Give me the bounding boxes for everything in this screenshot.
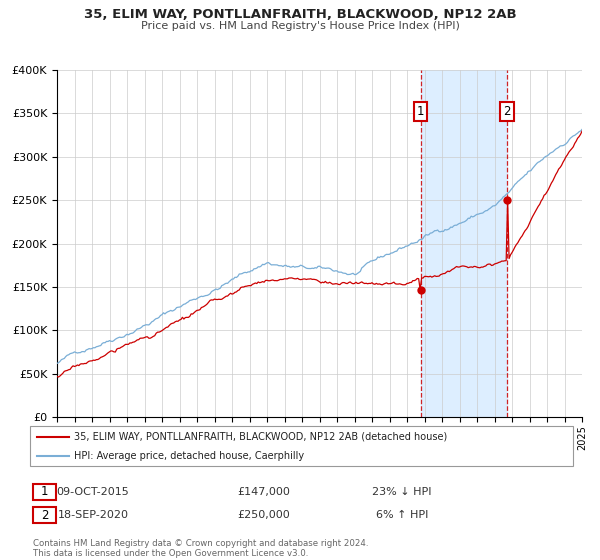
Text: 09-OCT-2015: 09-OCT-2015 xyxy=(56,487,130,497)
Text: 6% ↑ HPI: 6% ↑ HPI xyxy=(376,510,428,520)
Text: Contains HM Land Registry data © Crown copyright and database right 2024.
This d: Contains HM Land Registry data © Crown c… xyxy=(33,539,368,558)
Text: 2: 2 xyxy=(503,105,511,118)
Bar xyxy=(421,70,507,417)
Text: 35, ELIM WAY, PONTLLANFRAITH, BLACKWOOD, NP12 2AB: 35, ELIM WAY, PONTLLANFRAITH, BLACKWOOD,… xyxy=(83,8,517,21)
Text: 1: 1 xyxy=(417,105,424,118)
Text: £250,000: £250,000 xyxy=(238,510,290,520)
Text: 35, ELIM WAY, PONTLLANFRAITH, BLACKWOOD, NP12 2AB (detached house): 35, ELIM WAY, PONTLLANFRAITH, BLACKWOOD,… xyxy=(74,432,447,442)
Text: Price paid vs. HM Land Registry's House Price Index (HPI): Price paid vs. HM Land Registry's House … xyxy=(140,21,460,31)
Text: 2: 2 xyxy=(41,508,48,522)
Text: £147,000: £147,000 xyxy=(238,487,290,497)
Text: 1: 1 xyxy=(41,485,48,498)
Text: HPI: Average price, detached house, Caerphilly: HPI: Average price, detached house, Caer… xyxy=(74,451,304,461)
Text: 18-SEP-2020: 18-SEP-2020 xyxy=(58,510,128,520)
Text: 23% ↓ HPI: 23% ↓ HPI xyxy=(372,487,432,497)
